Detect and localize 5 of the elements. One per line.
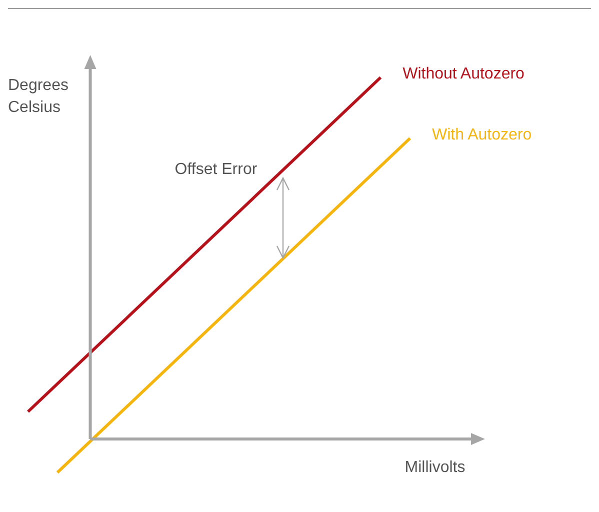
annotation: Offset Error xyxy=(174,161,258,178)
series-label: With Autozero xyxy=(432,126,532,144)
x-axis-title: Millivolts xyxy=(404,459,466,476)
y-axis-title: Degrees Celsius xyxy=(8,77,68,116)
series-label: Without Autozero xyxy=(402,65,525,82)
